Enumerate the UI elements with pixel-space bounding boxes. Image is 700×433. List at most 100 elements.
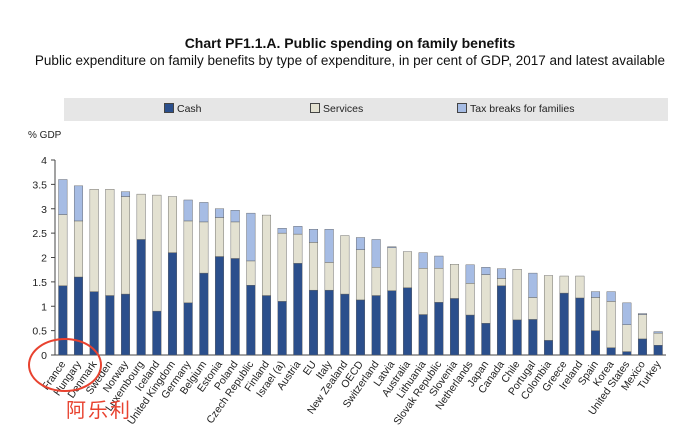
bar-cash	[355, 299, 366, 356]
bar-tax-breaks	[230, 210, 240, 223]
y-tick-label: 3	[41, 204, 47, 216]
bar-services	[637, 314, 648, 340]
bar-tax-breaks	[120, 191, 131, 197]
bar-services	[465, 283, 475, 316]
bar-tax-breaks	[590, 291, 601, 298]
bar-tax-breaks	[183, 199, 193, 222]
bar-tax-breaks	[418, 252, 428, 269]
bar-cash	[387, 290, 397, 356]
bar-cash	[105, 295, 115, 356]
legend-swatch-services	[310, 103, 320, 113]
bar-services	[136, 193, 146, 240]
bar-cash	[136, 239, 146, 356]
bar-tax-breaks	[481, 267, 491, 275]
bar-tax-breaks	[277, 228, 287, 234]
bar-services	[293, 233, 303, 264]
bar-services	[575, 275, 585, 299]
chart-title: Chart PF1.1.A. Public spending on family…	[184, 35, 516, 51]
bar-tax-breaks	[58, 179, 68, 215]
bar-cash	[559, 292, 569, 356]
bar-cash	[590, 330, 601, 356]
bar-cash	[183, 302, 193, 356]
bar-services	[543, 275, 554, 341]
bar-services	[230, 221, 240, 259]
bar-services	[58, 214, 68, 286]
watermark-text: 阿乐利	[66, 398, 132, 422]
bar-tax-breaks	[637, 313, 648, 315]
bar-cash	[402, 287, 413, 356]
bar-services	[387, 247, 397, 291]
bar-cash	[230, 258, 240, 356]
legend-item-tax-breaks: Tax breaks for families	[457, 103, 574, 115]
bar-services	[199, 221, 209, 274]
bar-cash	[543, 340, 554, 356]
y-axis-label: % GDP	[28, 130, 62, 141]
bar-services	[528, 297, 538, 320]
bar-tax-breaks	[199, 202, 209, 223]
bar-tax-breaks	[434, 255, 444, 269]
bar-services	[340, 235, 350, 295]
legend-label-cash: Cash	[177, 103, 202, 115]
bar-tax-breaks	[308, 229, 319, 243]
bar-cash	[308, 289, 319, 356]
bar-services	[622, 324, 632, 352]
bar-services	[277, 232, 287, 302]
bar-cash	[653, 345, 663, 356]
bar-cash	[120, 293, 131, 356]
bar-cash	[528, 319, 538, 356]
bar-tax-breaks	[371, 239, 381, 268]
y-tick-label: 1.5	[32, 277, 47, 289]
bar-services	[152, 194, 162, 312]
bar-services	[120, 196, 131, 295]
bar-services	[105, 189, 115, 296]
bar-cash	[512, 319, 522, 356]
bar-cash	[434, 302, 444, 356]
bar-cash	[293, 263, 303, 356]
bar-services	[481, 274, 491, 324]
bar-tax-breaks	[214, 208, 225, 218]
bar-services	[512, 269, 522, 321]
bar-cash	[637, 338, 648, 356]
bar-tax-breaks	[528, 272, 538, 298]
bar-cash	[606, 347, 616, 356]
y-tick-label: 2	[41, 253, 47, 265]
y-tick-label: 4	[41, 155, 47, 167]
bar-cash	[465, 314, 475, 356]
legend-item-services: Services	[310, 103, 363, 115]
bar-cash	[246, 285, 256, 356]
bar-services	[653, 332, 663, 346]
bar-services	[434, 268, 444, 303]
bar-cash	[496, 285, 507, 356]
bar-services	[167, 196, 178, 253]
legend-swatch-tax-breaks	[457, 103, 467, 113]
bar-tax-breaks	[355, 237, 366, 250]
bar-cash	[324, 289, 334, 356]
bar-services	[590, 297, 601, 331]
annotation-circle	[28, 338, 102, 392]
bar-cash	[449, 298, 460, 356]
bar-services	[449, 264, 460, 299]
bar-tax-breaks	[293, 226, 303, 235]
bar-services	[308, 242, 319, 291]
bar-services	[261, 214, 272, 296]
bar-cash	[214, 256, 225, 356]
bar-cash	[418, 314, 428, 356]
bar-services	[606, 301, 616, 348]
bar-services	[559, 275, 569, 294]
bar-tax-breaks	[496, 268, 507, 279]
legend-label-services: Services	[323, 103, 364, 115]
bar-services	[183, 220, 193, 304]
bar-cash	[340, 293, 350, 356]
y-tick-label: 2.5	[32, 228, 47, 240]
bar-cash	[575, 297, 585, 356]
bar-cash	[167, 252, 178, 356]
bar-tax-breaks	[606, 291, 616, 302]
bar-services	[89, 189, 99, 292]
bar-cash	[261, 295, 272, 356]
bar-services	[496, 278, 507, 286]
bar-tax-breaks	[324, 229, 334, 263]
bar-cash	[622, 351, 632, 356]
bar-cash	[152, 310, 162, 356]
